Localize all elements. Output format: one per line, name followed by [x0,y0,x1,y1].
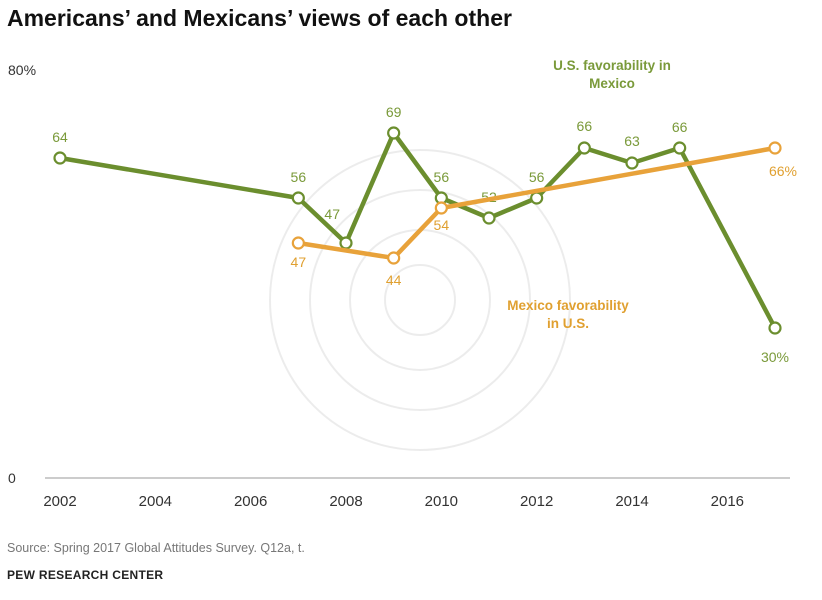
series-mexico-favorability-in-us: 47 44 54 66% [291,141,797,288]
data-label: 69 [386,104,402,120]
data-point [768,321,782,335]
data-point [291,236,305,250]
x-tick-label: 2012 [520,493,553,510]
data-label: 66% [769,163,797,179]
data-point [387,126,401,140]
x-tick-label: 2002 [43,493,76,510]
data-label: 66 [577,118,593,134]
series-line [297,145,776,261]
data-label: 47 [324,206,340,222]
data-label: 66 [672,119,688,135]
data-point [434,201,448,215]
data-label: 64 [52,129,68,145]
y-tick-label: 0 [8,470,16,486]
x-tick-label: 2014 [615,493,648,510]
data-label: 44 [386,272,402,288]
organization-name: PEW RESEARCH CENTER [7,568,164,582]
data-point [577,141,591,155]
data-label: 56 [434,169,450,185]
data-point [625,156,639,170]
y-tick-label: 80% [8,62,36,78]
series-name-label: U.S. favorability in Mexico [553,58,671,91]
chart-title: Americans’ and Mexicans’ views of each o… [7,5,512,31]
x-tick-label: 2006 [234,493,267,510]
data-label: 56 [529,169,545,185]
line-chart: 2002 2004 2006 2008 2010 2012 2014 2016 0 80% 64… [8,58,797,510]
series-name-label: Mexico favorability in U.S. [507,298,629,331]
x-tick-label: 2010 [425,493,458,510]
data-label: 63 [624,133,640,149]
y-axis: 0 80% [8,62,36,486]
data-point [291,191,305,205]
data-point [339,236,353,250]
data-label: 54 [434,217,450,233]
data-point [482,211,496,225]
x-tick-label: 2004 [139,493,172,510]
data-point [768,141,782,155]
x-axis: 2002 2004 2006 2008 2010 2012 2014 2016 [43,477,790,510]
data-label: 56 [291,169,307,185]
data-point [673,141,687,155]
x-tick-label: 2008 [329,493,362,510]
data-point [530,191,544,205]
data-point [387,251,401,265]
data-point [53,151,67,165]
data-label: 47 [291,254,307,270]
x-tick-label: 2016 [711,493,744,510]
data-label: 30% [761,349,789,365]
source-note: Source: Spring 2017 Global Attitudes Sur… [7,541,305,555]
